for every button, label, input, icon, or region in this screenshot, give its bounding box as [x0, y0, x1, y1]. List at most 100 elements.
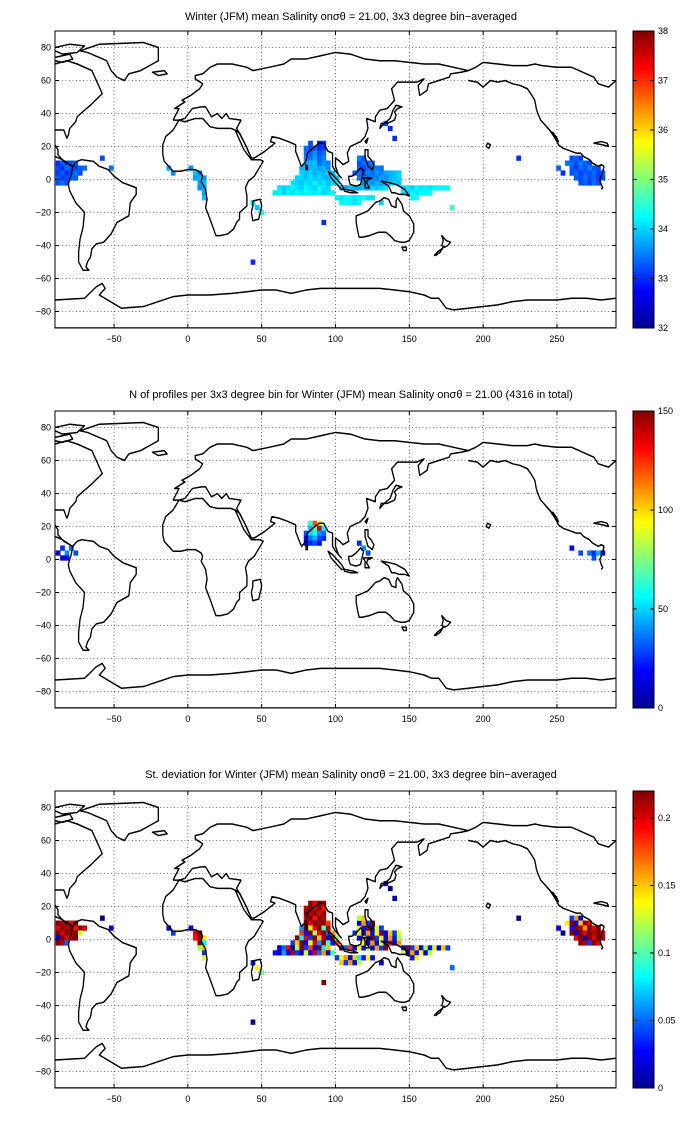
- data-cell: [201, 195, 207, 201]
- panel-3-colorbar: 0.2 0.15 0.1 0.05 0: [632, 790, 676, 1093]
- data-cell: [325, 950, 331, 956]
- data-cell: [573, 170, 579, 176]
- data-cell: [414, 945, 420, 951]
- data-cell: [582, 180, 588, 186]
- data-cell: [330, 180, 336, 186]
- data-cell: [321, 915, 327, 921]
- y-tick-label: 0: [46, 175, 51, 185]
- data-cell: [64, 935, 70, 941]
- data-cell: [414, 950, 420, 956]
- data-cell: [370, 930, 375, 936]
- data-cell: [370, 180, 375, 186]
- data-cell: [166, 165, 172, 171]
- data-cell: [100, 915, 105, 921]
- data-cell: [379, 200, 384, 206]
- y-tick-label: 80: [41, 423, 51, 433]
- data-cell: [387, 125, 393, 132]
- data-cell: [573, 165, 579, 171]
- data-cell: [69, 925, 74, 931]
- data-cell: [55, 920, 61, 926]
- data-cell: [321, 979, 327, 986]
- panel-2-cells: [55, 520, 606, 561]
- data-cell: [379, 925, 384, 931]
- colorbar-tick-label: 0.15: [658, 881, 676, 891]
- data-cell: [343, 185, 349, 191]
- data-cell: [423, 950, 429, 956]
- data-cell: [259, 970, 265, 976]
- data-cell: [418, 945, 424, 951]
- data-cell: [250, 259, 256, 265]
- data-cell: [587, 940, 592, 946]
- data-cell: [312, 905, 318, 911]
- data-cell: [308, 525, 313, 531]
- data-cell: [193, 175, 198, 181]
- data-cell: [312, 945, 318, 951]
- data-cell: [569, 925, 575, 931]
- data-cell: [201, 950, 207, 956]
- panel-2: N of profiles per 3x3 degree bin for Win…: [36, 389, 673, 724]
- data-cell: [317, 905, 322, 911]
- data-cell: [587, 165, 592, 171]
- data-cell: [587, 550, 592, 556]
- data-cell: [379, 960, 384, 966]
- data-cell: [330, 190, 336, 196]
- x-tick-label: 50: [257, 714, 267, 724]
- data-cell: [423, 945, 429, 951]
- data-cell: [352, 195, 358, 201]
- data-cell: [312, 170, 318, 176]
- data-cell: [361, 940, 367, 946]
- data-cell: [308, 940, 313, 946]
- data-cell: [55, 180, 61, 186]
- data-cell: [290, 185, 296, 191]
- data-cell: [312, 155, 318, 161]
- data-cell: [321, 525, 327, 531]
- x-tick-label: 0: [185, 334, 190, 344]
- data-cell: [60, 170, 65, 176]
- data-cell: [312, 900, 318, 906]
- data-cell: [578, 550, 584, 556]
- data-cell: [418, 185, 424, 191]
- data-cell: [370, 945, 375, 951]
- data-cell: [317, 540, 322, 546]
- data-cell: [361, 160, 367, 166]
- data-cell: [361, 925, 367, 931]
- data-cell: [330, 950, 336, 956]
- data-cell: [317, 190, 322, 196]
- data-cell: [308, 160, 313, 166]
- data-cell: [308, 945, 313, 951]
- data-cell: [578, 925, 584, 931]
- data-cell: [325, 160, 331, 166]
- data-cell: [73, 925, 79, 931]
- data-cell: [294, 945, 300, 951]
- data-cell: [325, 935, 331, 941]
- data-cell: [73, 175, 79, 181]
- data-cell: [308, 900, 313, 906]
- data-cell: [325, 940, 331, 946]
- data-cell: [596, 935, 601, 941]
- data-cell: [317, 950, 322, 956]
- data-cell: [294, 950, 300, 956]
- data-cell: [317, 180, 322, 186]
- data-cell: [582, 175, 588, 181]
- data-cell: [60, 930, 65, 936]
- data-cell: [356, 175, 362, 181]
- y-tick-label: −40: [36, 241, 51, 251]
- data-cell: [410, 185, 415, 191]
- data-cell: [582, 165, 588, 171]
- data-cell: [317, 150, 322, 156]
- data-cell: [343, 200, 349, 206]
- data-cell: [64, 170, 70, 176]
- data-cell: [578, 915, 584, 921]
- data-cell: [383, 930, 389, 936]
- y-tick-label: −60: [36, 654, 51, 664]
- data-cell: [193, 170, 198, 176]
- data-cell: [272, 950, 278, 956]
- data-cell: [445, 185, 451, 191]
- data-cell: [379, 180, 384, 186]
- data-cell: [330, 930, 336, 936]
- data-cell: [281, 190, 287, 196]
- data-cell: [317, 930, 322, 936]
- data-cell: [573, 930, 579, 936]
- data-cell: [321, 940, 327, 946]
- data-cell: [339, 195, 344, 201]
